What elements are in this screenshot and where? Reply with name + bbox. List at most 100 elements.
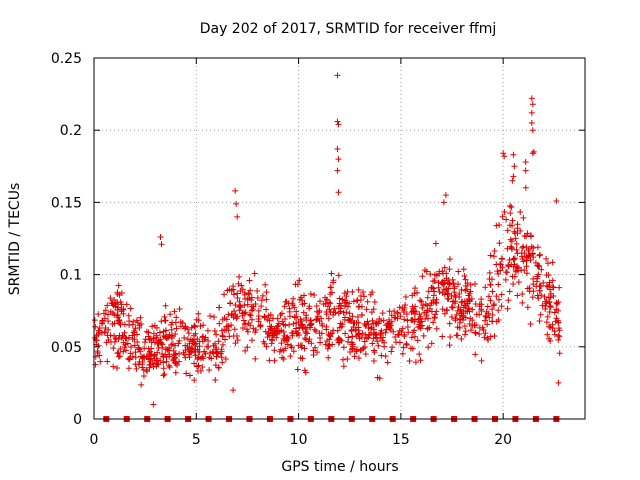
data-point [482,284,489,291]
data-point [221,291,228,298]
data-point [240,317,247,324]
data-point [549,277,556,284]
data-point [424,294,431,301]
data-point [530,281,537,288]
data-point [306,305,313,312]
data-point [361,293,368,300]
data-point [241,291,248,298]
data-point [376,375,383,382]
data-point [547,290,554,297]
data-point [325,315,332,322]
data-point [529,251,536,258]
data-point [179,320,186,327]
data-point [262,281,269,288]
data-point [111,332,118,339]
data-point [297,294,304,301]
data-point [123,335,130,342]
data-point [191,360,198,367]
data-point [345,316,352,323]
data-point [328,270,335,277]
data-point [216,320,223,327]
data-point [293,308,300,315]
data-point [371,349,378,356]
data-point [430,299,437,306]
data-point [408,317,415,324]
data-point [399,350,406,357]
data-point [232,340,239,347]
data-point [542,305,549,312]
data-point [353,320,360,327]
data-point [114,350,121,357]
data-point [484,335,491,342]
data-point [211,328,218,335]
data-point [539,302,546,309]
data-point [120,348,127,355]
plot-frame [93,57,586,420]
data-point [349,288,356,295]
data-point [535,271,542,278]
data-point [388,348,395,355]
data-point [349,317,356,324]
data-point [431,315,438,322]
data-point [416,323,423,330]
data-point [506,288,513,295]
data-point [263,306,270,313]
data-point [536,317,543,324]
data-point [344,356,351,363]
data-point [184,326,191,333]
data-point [377,318,384,325]
data-point [104,302,111,309]
data-point [196,343,203,350]
data-point [530,288,537,295]
data-point [402,294,409,301]
data-point [117,319,124,326]
data-point [340,344,347,351]
data-point [523,233,530,240]
data-point [459,298,466,305]
data-point [343,309,350,316]
data-point [233,315,240,322]
data-point [254,287,261,294]
data-point [318,315,325,322]
data-point [110,345,117,352]
data-point [499,264,506,271]
data-point [161,371,168,378]
data-point [174,362,181,369]
data-point [299,325,306,332]
data-point [529,150,536,157]
data-point [335,156,342,163]
data-point [411,316,418,323]
data-point [355,324,362,331]
data-point [552,318,559,325]
data-point [486,269,493,276]
data-point [290,348,297,355]
data-point [443,307,450,314]
data-point [279,354,286,361]
data-point [297,354,304,361]
data-point [472,330,479,337]
data-point [244,301,251,308]
data-point [139,355,146,362]
data-point [313,315,320,322]
data-point [543,272,550,279]
data-point [147,351,154,358]
data-point [153,332,160,339]
data-point [486,275,493,282]
data-point [392,333,399,340]
data-point [323,311,330,318]
data-point [160,365,167,372]
data-point [182,325,189,332]
data-point [302,369,309,376]
data-point [293,313,300,320]
data-point [226,286,233,293]
data-point [408,334,415,341]
data-point [143,353,150,360]
data-point [546,323,553,330]
data-point [538,266,545,273]
data-point [104,332,111,339]
data-point [92,323,99,330]
data-point [556,327,563,334]
data-point [121,329,128,336]
data-point [452,317,459,324]
data-point [166,345,173,352]
